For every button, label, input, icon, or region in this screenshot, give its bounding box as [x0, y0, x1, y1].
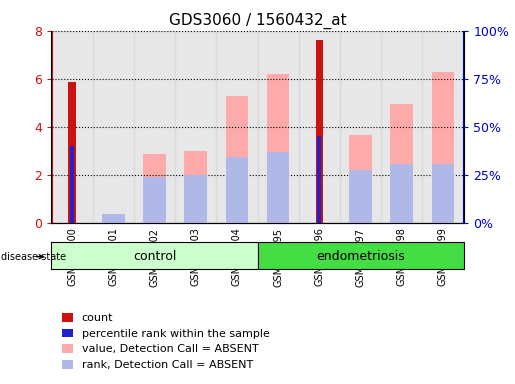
Bar — [184, 151, 207, 223]
Bar — [422, 31, 464, 223]
Bar — [184, 175, 207, 223]
Text: endometriosis: endometriosis — [316, 250, 405, 263]
Bar — [432, 71, 454, 223]
Bar — [381, 31, 422, 223]
Bar — [340, 31, 381, 223]
Bar — [216, 31, 258, 223]
FancyBboxPatch shape — [258, 242, 464, 269]
Bar — [390, 164, 413, 223]
Bar — [267, 152, 289, 223]
Bar — [93, 31, 134, 223]
Bar — [432, 164, 454, 223]
Bar — [299, 31, 340, 223]
Bar — [68, 82, 76, 223]
Bar — [226, 96, 248, 223]
Text: control: control — [133, 250, 176, 263]
Bar — [134, 31, 175, 223]
Bar — [316, 40, 323, 223]
Bar — [143, 177, 166, 223]
Bar — [349, 135, 372, 223]
Title: GDS3060 / 1560432_at: GDS3060 / 1560432_at — [169, 13, 346, 29]
Bar — [317, 136, 321, 223]
Bar — [226, 157, 248, 223]
Legend: count, percentile rank within the sample, value, Detection Call = ABSENT, rank, : count, percentile rank within the sample… — [57, 309, 274, 375]
Bar — [143, 154, 166, 223]
FancyBboxPatch shape — [52, 242, 258, 269]
Bar — [267, 74, 289, 223]
Bar — [102, 214, 125, 223]
Text: disease state: disease state — [1, 252, 66, 262]
Bar — [175, 31, 216, 223]
Bar — [70, 146, 74, 223]
Bar — [258, 31, 299, 223]
Bar — [390, 104, 413, 223]
Bar — [52, 31, 93, 223]
Bar — [349, 170, 372, 223]
